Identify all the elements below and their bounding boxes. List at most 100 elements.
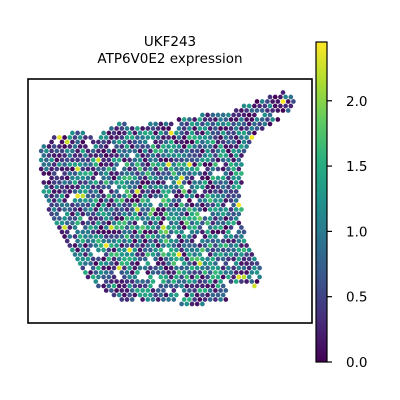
expression-spot	[184, 175, 190, 181]
expression-spot	[49, 193, 54, 199]
expression-spot	[275, 117, 281, 122]
expression-spot	[202, 153, 208, 158]
expression-spot	[57, 135, 62, 140]
expression-spot	[109, 189, 114, 194]
expression-spot	[223, 261, 229, 266]
expression-spot	[236, 265, 242, 271]
expression-spot	[202, 126, 208, 131]
expression-spot	[122, 184, 127, 190]
expression-spot	[109, 198, 114, 203]
expression-spot	[148, 292, 153, 298]
expression-spot	[213, 135, 218, 140]
expression-spot	[163, 283, 169, 289]
expression-spot	[161, 207, 166, 212]
expression-spot	[129, 234, 135, 239]
expression-spot	[228, 279, 234, 284]
expression-spot	[246, 247, 252, 253]
expression-spot	[184, 238, 190, 244]
expression-spot	[67, 162, 73, 167]
expression-spot	[168, 148, 174, 154]
expression-spot	[174, 220, 179, 226]
expression-spot	[223, 135, 229, 140]
expression-spot	[75, 139, 80, 145]
expression-spot	[207, 243, 213, 248]
expression-spot	[96, 283, 101, 289]
expression-spot	[192, 279, 197, 284]
expression-spot	[116, 130, 122, 136]
expression-spot	[210, 274, 216, 280]
expression-spot	[64, 184, 70, 190]
expression-spot	[114, 162, 119, 167]
expression-spot	[158, 247, 164, 253]
expression-spot	[254, 279, 260, 284]
expression-spot	[179, 166, 184, 172]
expression-spot	[85, 175, 91, 181]
expression-spot	[220, 238, 226, 244]
expression-spot	[135, 198, 140, 203]
expression-spot	[148, 247, 153, 253]
expression-spot	[49, 148, 54, 154]
expression-spot	[150, 216, 156, 221]
expression-spot	[124, 270, 130, 275]
expression-spot	[197, 252, 203, 257]
expression-spot	[158, 256, 164, 262]
expression-spot	[116, 193, 122, 199]
expression-spot	[90, 157, 96, 163]
expression-spot	[176, 180, 182, 185]
expression-spot	[213, 126, 218, 131]
expression-spot	[210, 211, 216, 217]
chart-subtitle: ATP6V0E2 expression	[97, 51, 242, 67]
expression-spot	[109, 171, 114, 176]
expression-spot	[145, 180, 151, 185]
expression-spot	[179, 274, 184, 280]
expression-spot	[161, 189, 166, 194]
expression-spot	[202, 198, 208, 203]
expression-spot	[283, 94, 288, 100]
expression-spot	[187, 180, 192, 185]
expression-spot	[192, 153, 197, 158]
expression-spot	[176, 216, 182, 221]
expression-spot	[174, 283, 179, 289]
expression-spot	[184, 130, 190, 136]
expression-spot	[80, 211, 86, 217]
expression-spot	[192, 297, 197, 302]
expression-spot	[236, 121, 242, 127]
expression-spot	[249, 135, 255, 140]
expression-spot	[51, 180, 57, 185]
expression-spot	[285, 99, 291, 104]
spatial-spots	[38, 90, 296, 307]
expression-spot	[202, 117, 208, 122]
expression-spot	[142, 283, 148, 289]
expression-spot	[194, 256, 200, 262]
expression-spot	[210, 148, 216, 154]
expression-spot	[142, 139, 148, 145]
expression-spot	[64, 139, 70, 145]
expression-spot	[140, 252, 145, 257]
expression-spot	[124, 225, 130, 230]
expression-spot	[77, 153, 83, 158]
expression-spot	[166, 207, 171, 212]
expression-spot	[176, 234, 182, 239]
expression-spot	[249, 261, 255, 266]
expression-spot	[119, 279, 125, 284]
expression-spot	[226, 139, 231, 145]
expression-spot	[132, 256, 138, 262]
expression-spot	[166, 171, 171, 176]
expression-spot	[174, 184, 179, 190]
expression-spot	[46, 189, 52, 194]
expression-spot	[88, 207, 93, 212]
expression-spot	[119, 144, 125, 149]
expression-spot	[75, 175, 80, 181]
expression-spot	[145, 270, 151, 275]
expression-spot	[236, 256, 242, 262]
expression-spot	[119, 198, 125, 203]
expression-spot	[181, 270, 187, 275]
expression-spot	[109, 216, 114, 221]
expression-spot	[244, 126, 249, 131]
expression-spot	[184, 139, 190, 145]
expression-spot	[150, 243, 156, 248]
expression-spot	[122, 211, 127, 217]
expression-spot	[194, 121, 200, 127]
expression-spot	[153, 238, 158, 244]
expression-spot	[236, 139, 242, 145]
